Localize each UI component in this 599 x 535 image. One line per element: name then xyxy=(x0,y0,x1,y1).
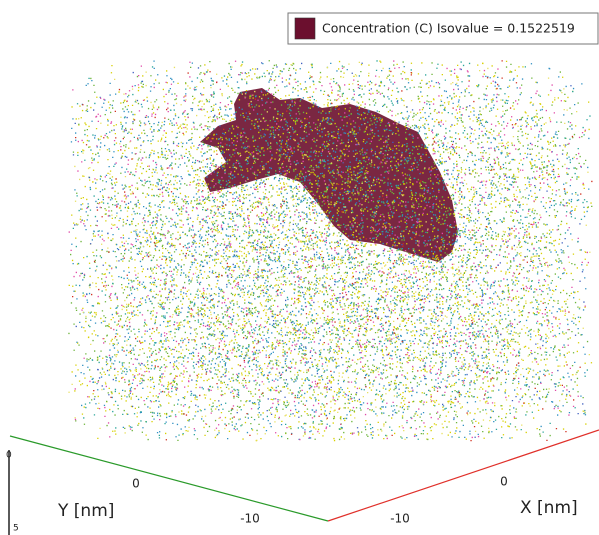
y-tick-label: -10 xyxy=(240,512,260,526)
z-tick-label: 0 xyxy=(6,451,12,461)
legend-label: Concentration (C) Isovalue = 0.1522519 xyxy=(322,21,575,36)
y-tick-label: 0 xyxy=(132,477,140,491)
x-axis-line xyxy=(327,429,599,522)
point-cloud-layer xyxy=(68,60,593,442)
point-cloud xyxy=(68,60,593,442)
y-axis-line xyxy=(9,435,329,522)
isosurface xyxy=(200,88,458,262)
legend-box xyxy=(287,12,599,45)
y-axis-label: Y [nm] xyxy=(57,501,114,521)
x-tick-label: -10 xyxy=(390,512,410,526)
legend-swatch xyxy=(294,17,316,40)
x-tick-label: 0 xyxy=(500,475,508,489)
x-axis-label: X [nm] xyxy=(520,498,578,518)
z-tick-label: 5 xyxy=(13,524,19,534)
